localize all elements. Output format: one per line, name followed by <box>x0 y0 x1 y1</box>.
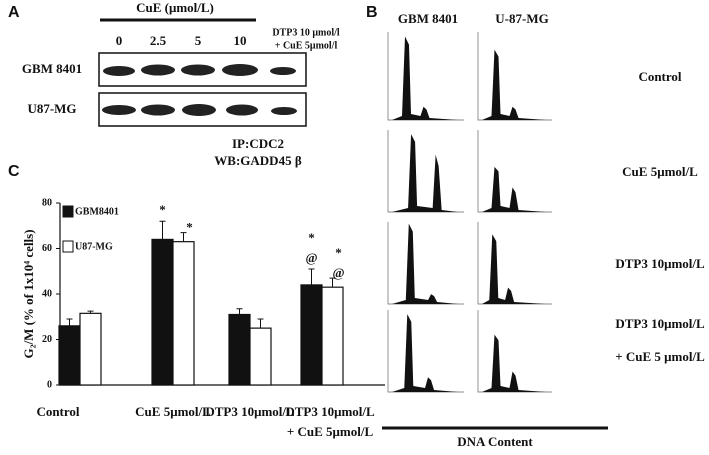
histogram-frame <box>477 222 552 305</box>
histogram <box>392 314 458 392</box>
bar <box>172 241 195 386</box>
histogram <box>482 234 546 304</box>
histogram-frame <box>387 130 464 213</box>
dose-label: 10 <box>234 33 247 48</box>
histogram-frame <box>387 222 464 305</box>
annotation: @ <box>332 265 344 280</box>
panel-label: B <box>366 4 378 21</box>
dose-label: 5 <box>195 33 202 48</box>
combo-label: + CuE 5μmol/l <box>275 40 338 51</box>
x-tick-label: CuE 5μmol/L <box>135 404 211 419</box>
row-label: GBM 8401 <box>22 61 82 76</box>
error-bar <box>66 318 73 326</box>
annotation: * <box>186 220 193 235</box>
annotation: @ <box>305 250 317 265</box>
histogram <box>392 134 458 212</box>
error-bar <box>329 277 336 288</box>
histogram <box>392 223 458 304</box>
annotation: * <box>308 230 315 245</box>
x-tick-label: DTP3 10μmol/L <box>285 404 375 419</box>
column-header: U-87-MG <box>495 11 548 26</box>
x-tick-label: DTP3 10μmol/L <box>205 404 295 419</box>
histogram-frame <box>387 32 464 121</box>
histogram-frame <box>477 32 552 121</box>
histogram <box>392 36 458 120</box>
y-tick-label: 20 <box>42 334 52 345</box>
blot-bands <box>102 64 297 116</box>
bar <box>249 327 272 386</box>
row-label: Control <box>638 69 681 84</box>
panel-label: A <box>8 4 20 21</box>
bar <box>79 312 102 386</box>
annotation: * <box>335 245 342 260</box>
histogram <box>482 49 546 120</box>
row-label: U87-MG <box>27 101 76 116</box>
dose-label: 0 <box>116 33 123 48</box>
legend-label: U87-MG <box>75 241 113 252</box>
annotation: * <box>159 202 166 217</box>
panel-label: C <box>8 163 20 180</box>
wb-label: WB:GADD45 β <box>214 153 302 168</box>
row-label: DTP3 10μmol/L <box>615 316 705 331</box>
legend-label: GBM8401 <box>75 206 119 217</box>
row-label: CuE 5μmol/L <box>622 164 698 179</box>
y-tick-label: 60 <box>42 243 52 254</box>
y-axis-label: G₂/M (% of 1x10⁴ cells) <box>21 229 36 358</box>
legend-swatch <box>62 205 74 218</box>
error-bar <box>236 308 243 315</box>
y-tick-label: 80 <box>42 197 52 208</box>
error-bar <box>87 310 94 314</box>
histogram <box>482 334 546 392</box>
x-tick-label: + CuE 5μmol/L <box>287 424 374 439</box>
error-bar <box>159 220 166 240</box>
bar <box>321 286 344 386</box>
error-bar <box>308 268 315 285</box>
error-bar <box>180 232 187 242</box>
dose-label: 2.5 <box>150 33 167 48</box>
row-label: DTP3 10μmol/L <box>615 256 705 271</box>
histogram <box>482 166 546 212</box>
error-bar <box>257 318 264 329</box>
y-tick-label: 0 <box>47 379 52 390</box>
bar <box>228 313 251 386</box>
ip-label: IP:CDC2 <box>232 136 284 151</box>
column-header: GBM 8401 <box>398 11 458 26</box>
bar <box>151 238 174 386</box>
x-tick-label: Control <box>36 404 79 419</box>
bar <box>300 284 323 386</box>
treatment-title: CuE (μmol/L) <box>136 0 214 15</box>
row-label: + CuE 5 μmol/L <box>615 349 705 364</box>
histogram-frame <box>387 310 464 393</box>
bar <box>58 325 81 386</box>
x-axis-label: DNA Content <box>457 434 533 449</box>
y-tick-label: 40 <box>42 288 52 299</box>
combo-label: DTP3 10 μmol/l <box>272 27 340 38</box>
legend-swatch <box>62 240 74 253</box>
